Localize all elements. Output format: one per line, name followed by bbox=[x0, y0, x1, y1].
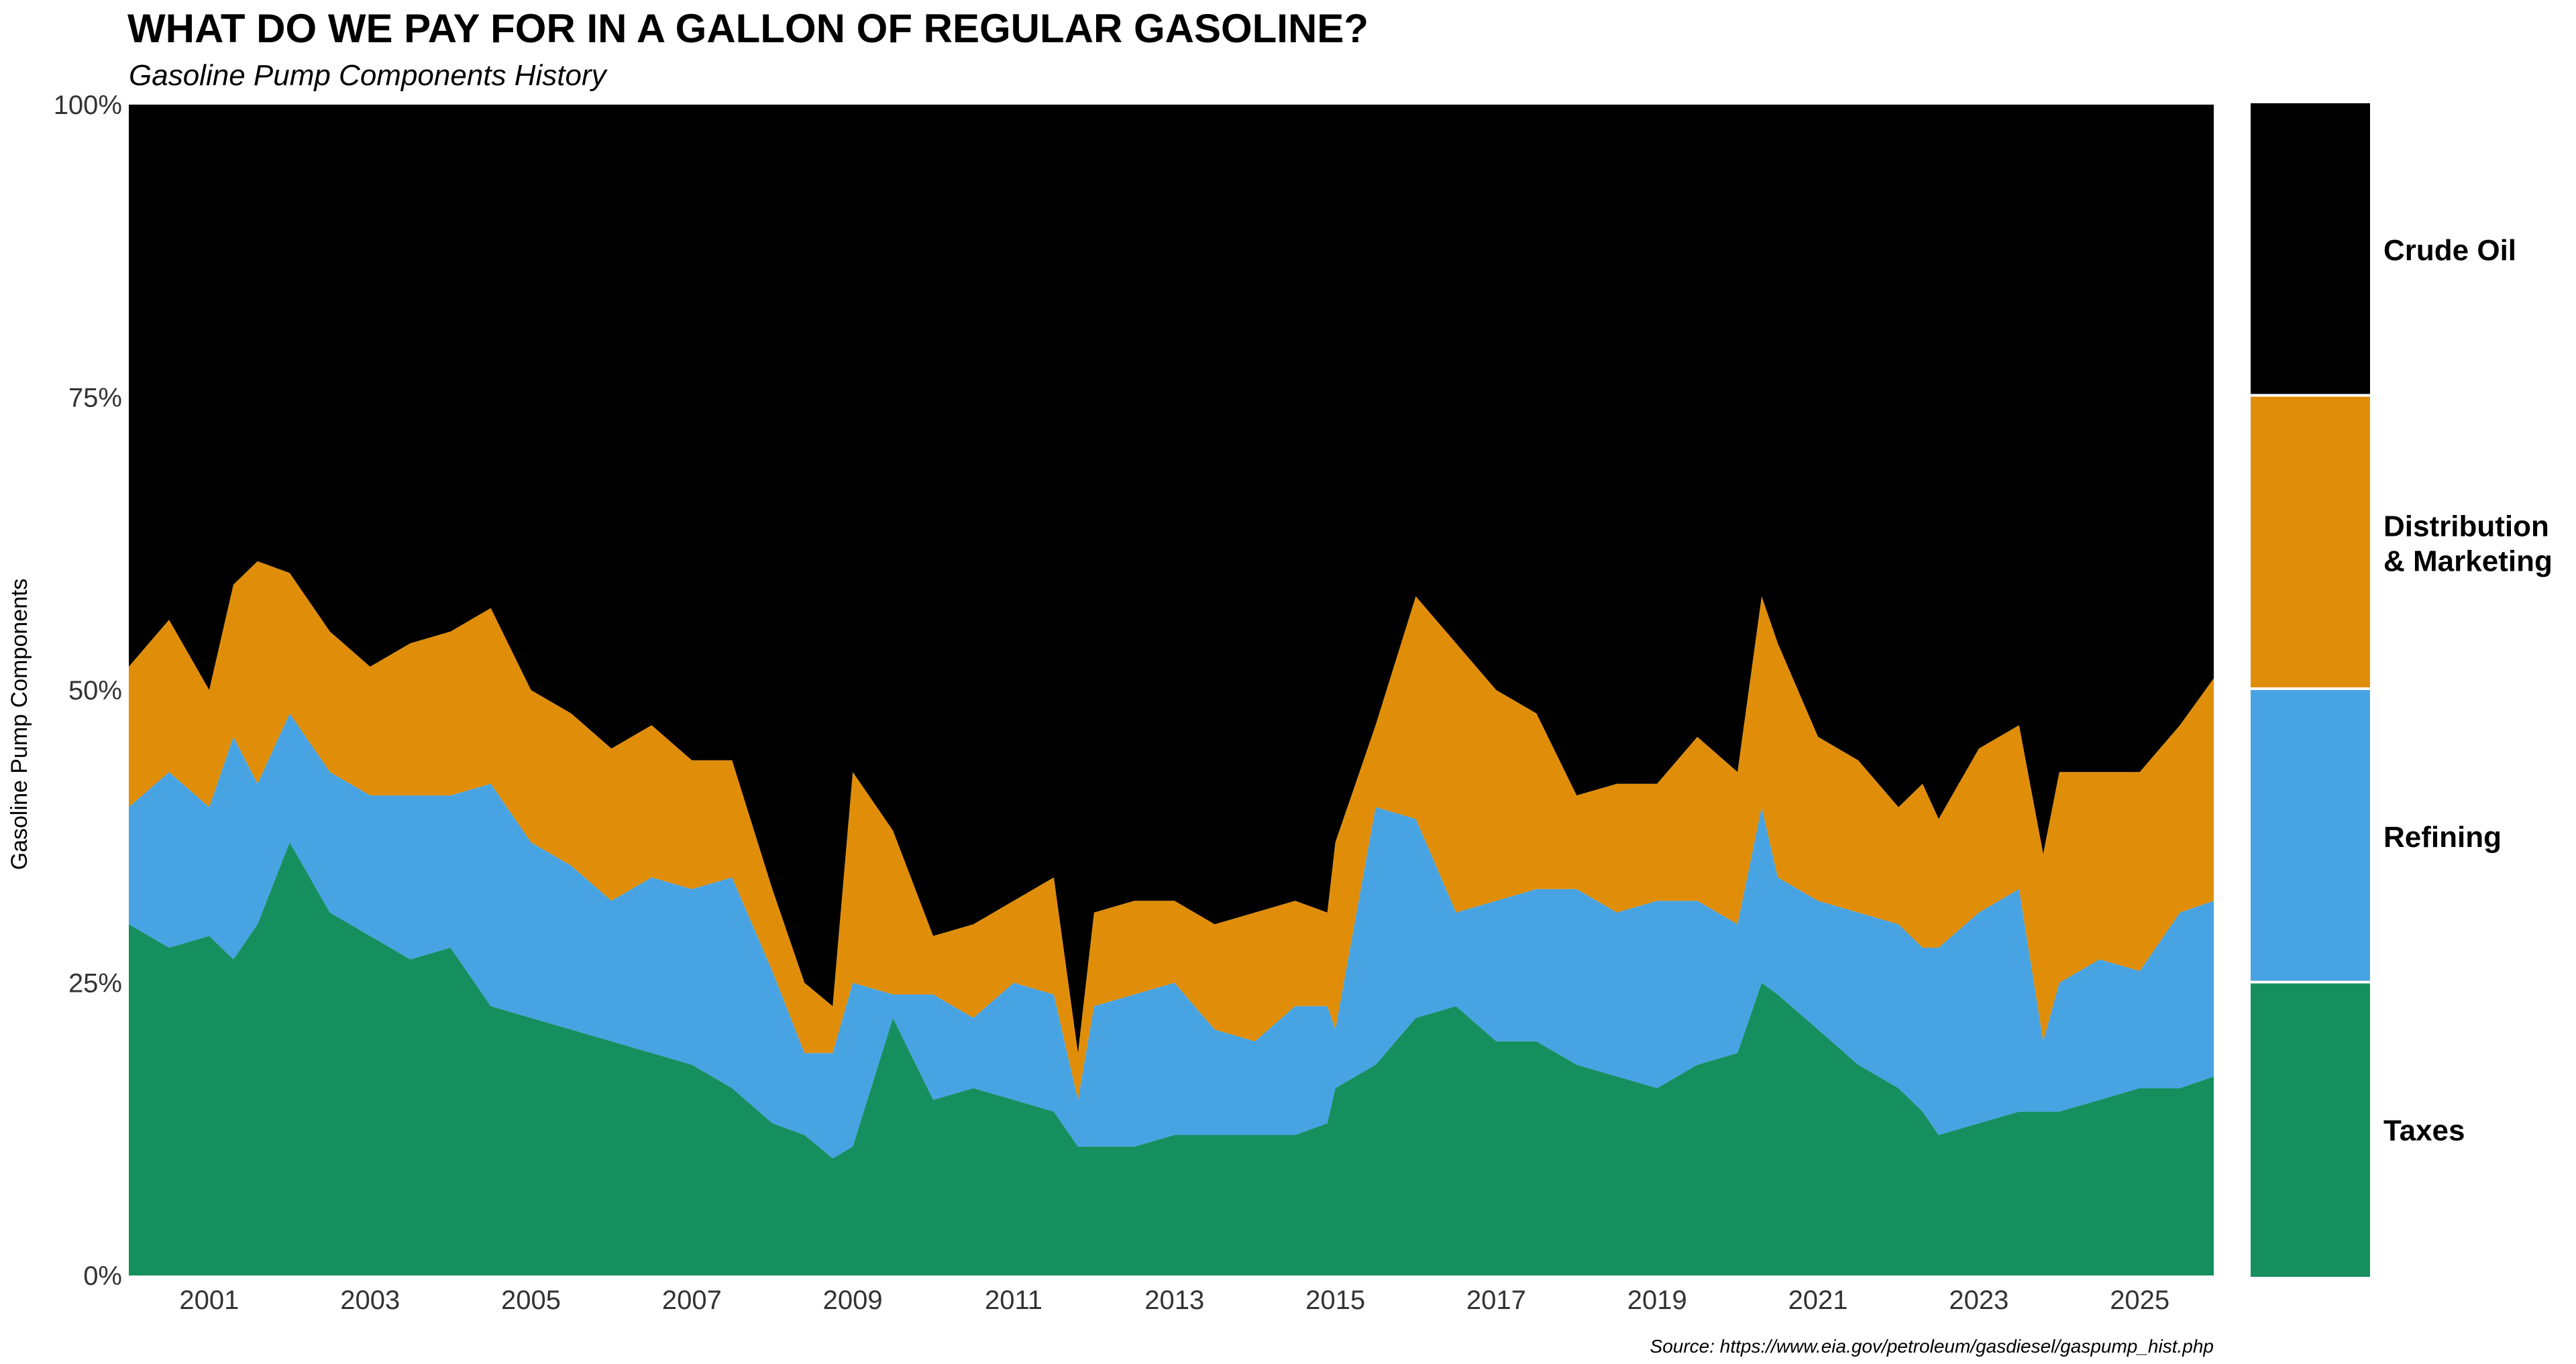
area-series-crude-oil bbox=[129, 105, 2214, 1054]
x-axis: 2001 2003 2005 2007 2009 2011 2013 2015 2017 2019… bbox=[179, 1286, 2169, 1315]
y-tick-label: 100% bbox=[54, 91, 122, 120]
y-axis-title: Gasoline Pump Components bbox=[7, 579, 32, 870]
source-note: Source: https://www.eia.gov/petroleum/ga… bbox=[1650, 1336, 2214, 1357]
x-tick-label: 2001 bbox=[179, 1286, 239, 1315]
y-tick-label: 75% bbox=[68, 384, 122, 413]
area-series-distribution-marketing bbox=[129, 561, 2214, 1100]
y-tick-label: 25% bbox=[68, 969, 122, 999]
legend-label: Refining bbox=[2383, 821, 2502, 854]
chart-title: WHAT DO WE PAY FOR IN A GALLON OF REGULA… bbox=[127, 6, 1368, 51]
x-tick-label: 2021 bbox=[1788, 1286, 1848, 1315]
x-tick-label: 2017 bbox=[1466, 1286, 1526, 1315]
legend-label: Crude Oil bbox=[2383, 234, 2516, 267]
area-series-taxes bbox=[129, 842, 2214, 1275]
legend-swatch-crude-oil bbox=[2251, 103, 2370, 394]
legend: Crude Oil Distribution & Marketing Refining… bbox=[2251, 103, 2553, 1277]
legend-label: Distribution & Marketing bbox=[2383, 510, 2553, 577]
plot-area bbox=[129, 105, 2214, 1275]
legend-swatch-refining bbox=[2251, 690, 2370, 981]
area-series-refining bbox=[129, 713, 2214, 1159]
y-axis: 0% 25% 50% 75% 100% bbox=[54, 91, 122, 1291]
y-tick-label: 0% bbox=[83, 1261, 122, 1291]
x-tick-label: 2009 bbox=[823, 1286, 883, 1315]
x-tick-label: 2013 bbox=[1144, 1286, 1204, 1315]
x-tick-label: 2003 bbox=[340, 1286, 400, 1315]
x-tick-label: 2019 bbox=[1627, 1286, 1687, 1315]
y-tick-label: 50% bbox=[68, 676, 122, 705]
x-tick-label: 2007 bbox=[662, 1286, 722, 1315]
legend-swatch-distribution-marketing bbox=[2251, 396, 2370, 687]
x-tick-label: 2005 bbox=[501, 1286, 561, 1315]
x-tick-label: 2025 bbox=[2110, 1286, 2169, 1315]
legend-swatch-taxes bbox=[2251, 983, 2370, 1277]
x-tick-label: 2015 bbox=[1305, 1286, 1365, 1315]
x-tick-label: 2011 bbox=[985, 1286, 1042, 1315]
legend-label: Taxes bbox=[2383, 1114, 2465, 1147]
chart-subtitle: Gasoline Pump Components History bbox=[129, 59, 606, 92]
x-tick-label: 2023 bbox=[1949, 1286, 2008, 1315]
